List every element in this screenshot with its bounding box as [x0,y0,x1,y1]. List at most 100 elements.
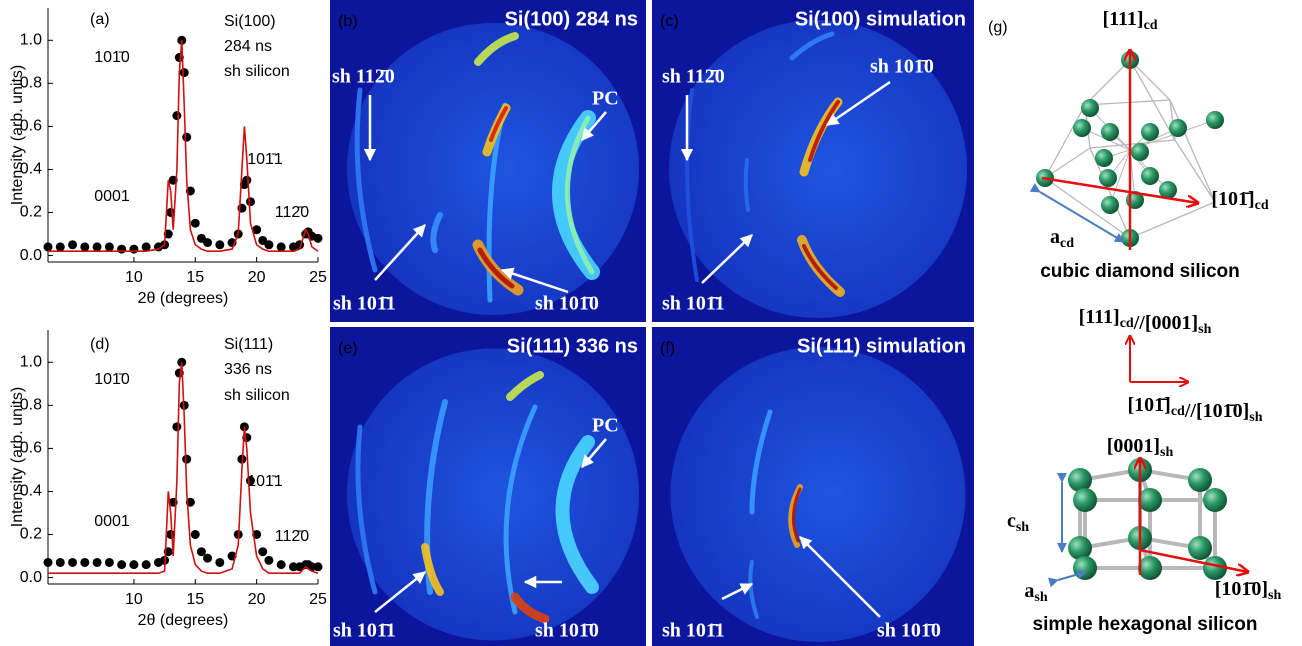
arrow [721,582,754,601]
direction-label: [101̄]cd//[101̄0]sh [1128,394,1263,426]
atom [1131,143,1149,161]
line-series [48,362,319,574]
data-point [129,560,139,570]
label-text: c [1007,510,1016,532]
annotation: sh 112̄0 [662,66,725,88]
label-text: //[101̄0] [1184,400,1249,422]
panel-label: (c) [660,13,679,30]
direction-label: ash [1024,580,1047,606]
atom [1138,556,1162,580]
data-point [182,132,192,142]
atom [1138,488,1162,512]
data-point [172,111,182,121]
image-title: Si(100) simulation [795,8,966,30]
data-point [242,175,252,185]
data-point [68,557,78,567]
y-tick-label: 0.6 [20,118,42,135]
axis-arrow [1139,548,1248,572]
panel-label: (b) [338,13,358,30]
data-point [203,553,213,563]
diffraction-arc [474,32,519,66]
label-subscript: sh [1198,322,1211,337]
data-point [55,242,65,252]
data-point [246,197,255,207]
label-subscript: cd [1144,18,1158,33]
bond [1044,147,1091,179]
y-axis-label: Intensity (arb. units) [9,65,26,206]
peak-label: 101̄1 [247,473,283,490]
peak-label: 0001 [94,513,130,530]
diffraction-arc [355,424,378,595]
atom [1169,119,1187,137]
diffraction-arc [510,592,550,624]
caption: simple hexagonal silicon [1033,614,1258,635]
annotation: PC [592,88,619,110]
label-text: [0001] [1107,435,1160,457]
diffraction-arc [565,115,595,275]
diffraction-image: Si(100) 284 ns (b) sh 112̄0 PC sh 101̄1 sh 10… [330,0,646,322]
atom [1073,556,1097,580]
diffraction-arc [749,409,773,515]
label-subscript: cd [1171,404,1185,419]
data-point [80,557,90,567]
x-tick-label: 25 [309,269,327,286]
peak-label: 101̄0 [94,49,130,66]
data-point [196,547,206,557]
annotation: 284 ns [224,38,272,55]
diffraction-arc [506,371,544,401]
x-tick-label: 25 [309,591,327,608]
data-point [166,529,176,539]
diffraction-image: Si(100) simulation (c) sh 112̄0 sh 101̄0 sh … [652,0,974,322]
panel-label: (e) [338,340,358,357]
direction-label: csh [1007,510,1029,536]
panel-label: (d) [90,336,110,353]
x-tick-label: 20 [248,269,266,286]
data-point [92,242,102,252]
crystal-structures [1029,50,1248,588]
peak-label: 101̄0 [94,371,130,388]
annotation: sh 101̄1 [333,293,396,315]
label-text: [101̄] [1211,188,1254,210]
peak-label: 112̄0 [275,528,310,545]
data-point [129,244,139,254]
arrow [581,111,607,141]
data-point [141,560,151,570]
bond [1084,59,1131,106]
lattice-arrow [1047,569,1087,588]
atom [1101,196,1119,214]
data-point [141,242,151,252]
diffraction-arc [685,88,699,282]
diffraction-arc [354,87,378,273]
panel-label: (g) [988,19,1008,36]
bond [1129,59,1176,141]
data-point [68,240,78,250]
atom [1099,169,1117,187]
annotation: sh 101̄1 [333,620,396,642]
x-tick-label: 10 [125,591,143,608]
caption: cubic diamond silicon [1040,261,1240,282]
x-tick-label: 10 [125,269,143,286]
direction-label: [0001]sh [1107,435,1174,461]
data-point [264,555,274,565]
label-subscript: sh [1034,590,1047,605]
direction-label: [111]cd//[0001]sh [1079,306,1212,338]
detector-disk [347,348,639,641]
label-text: a [1024,580,1034,602]
diffraction-arc [421,543,444,596]
data-point [80,242,90,252]
data-point [55,557,65,567]
atom [1188,536,1212,560]
data-point [264,240,274,250]
y-tick-label: 0.0 [20,247,42,264]
label-subscript: sh [1249,410,1262,425]
data-point [203,238,213,248]
arrow [701,234,753,284]
direction-label: [111]cd [1102,8,1157,34]
peak-label: 0001 [94,188,130,205]
atom [1188,468,1212,492]
bond [1089,139,1176,149]
panel-label: (f) [660,340,675,357]
y-tick-label: 0.4 [20,483,42,500]
arrow [374,224,426,281]
